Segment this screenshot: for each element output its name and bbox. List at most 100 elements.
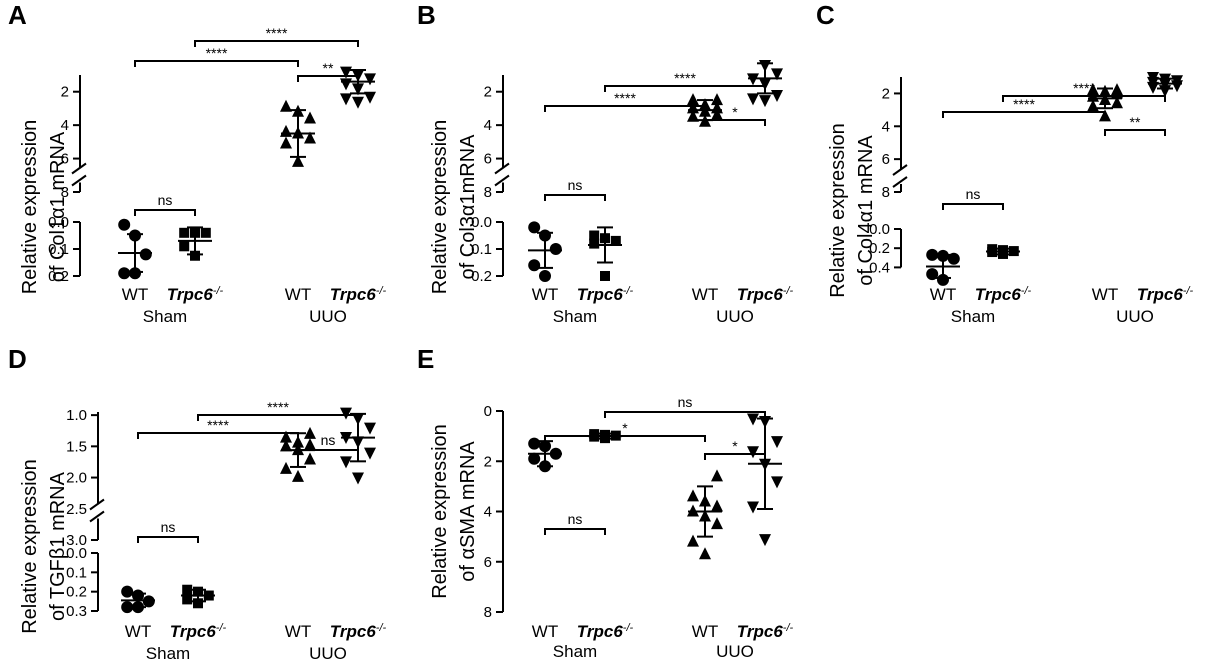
y-tick-label: 0.2 bbox=[869, 240, 890, 257]
y-tick-label: 6 bbox=[882, 151, 890, 168]
data-point bbox=[687, 109, 699, 122]
data-point bbox=[182, 584, 193, 595]
significance-label: ** bbox=[323, 60, 334, 76]
significance-label: **** bbox=[267, 399, 289, 415]
axis-break-gap bbox=[72, 168, 88, 183]
axis-break-mark bbox=[71, 174, 87, 187]
significance-label: ns bbox=[158, 192, 173, 208]
data-point bbox=[139, 248, 152, 261]
axis-break-gap bbox=[90, 504, 106, 519]
y-tick-label: 1.0 bbox=[66, 407, 87, 424]
x-category-label: Trpc6-/- bbox=[737, 622, 794, 641]
data-point bbox=[687, 534, 699, 547]
y-tick-label: 0.0 bbox=[869, 221, 890, 238]
data-point bbox=[687, 489, 699, 502]
data-point bbox=[182, 594, 193, 605]
data-point bbox=[121, 601, 134, 614]
data-point bbox=[304, 111, 316, 124]
y-tick-label: 4 bbox=[484, 504, 492, 521]
significance-bracket bbox=[297, 449, 359, 456]
y-tick-label: 0.2 bbox=[48, 268, 69, 285]
x-category-label: WT bbox=[285, 622, 311, 641]
y-tick-label: 0.0 bbox=[66, 545, 87, 562]
data-point bbox=[600, 271, 610, 281]
y-axis-title-line2: of TGFβ1 mRNA bbox=[47, 471, 69, 621]
data-point bbox=[364, 73, 376, 86]
significance-bracket bbox=[704, 453, 766, 460]
data-point bbox=[610, 235, 621, 246]
x-group-label: UUO bbox=[1116, 307, 1154, 326]
y-tick-label: 2 bbox=[484, 453, 492, 470]
x-group-label: UUO bbox=[309, 307, 347, 326]
x-group-label: Sham bbox=[553, 307, 597, 326]
significance-label: **** bbox=[674, 70, 696, 86]
significance-label: **** bbox=[206, 45, 228, 61]
significance-label: **** bbox=[614, 90, 636, 106]
data-point bbox=[747, 93, 759, 106]
data-point bbox=[304, 131, 316, 144]
y-tick-label: 2 bbox=[61, 84, 69, 101]
y-tick-label: 0.0 bbox=[471, 214, 492, 231]
significance-bracket bbox=[1002, 95, 1166, 102]
x-group-label: Sham bbox=[951, 307, 995, 326]
y-tick-label: 8 bbox=[882, 184, 890, 201]
y-tick-label: 4 bbox=[484, 117, 492, 134]
x-category-label: Trpc6-/- bbox=[330, 622, 387, 641]
axis-break-mark bbox=[89, 498, 105, 511]
data-point bbox=[280, 439, 292, 452]
x-category-label: WT bbox=[122, 285, 148, 304]
data-point bbox=[747, 413, 759, 426]
data-point bbox=[340, 66, 352, 79]
y-axis-title-line1: Relative expression bbox=[429, 424, 451, 599]
data-point bbox=[528, 452, 541, 465]
significance-bracket bbox=[942, 203, 1004, 210]
y-tick-label: 3.0 bbox=[66, 532, 87, 549]
data-point bbox=[1087, 99, 1099, 112]
y-tick-label: 0.1 bbox=[471, 241, 492, 258]
data-point bbox=[292, 154, 304, 167]
data-point bbox=[304, 452, 316, 465]
data-point bbox=[987, 244, 998, 255]
significance-label: ** bbox=[1130, 114, 1141, 130]
panel-letter: C bbox=[816, 0, 835, 30]
x-category-label: Trpc6-/- bbox=[170, 622, 227, 641]
y-tick-label: 2 bbox=[882, 85, 890, 102]
significance-bracket bbox=[604, 411, 766, 418]
data-point bbox=[589, 230, 600, 241]
panel-letter: A bbox=[8, 0, 27, 30]
x-category-label: Trpc6-/- bbox=[167, 285, 224, 304]
data-point bbox=[280, 124, 292, 137]
x-category-label: Trpc6-/- bbox=[1137, 285, 1194, 304]
data-point bbox=[771, 68, 783, 81]
y-tick-label: 2.5 bbox=[66, 501, 87, 518]
y-axis-title-line2: of Col4α1 mRNA bbox=[855, 135, 877, 286]
data-point bbox=[747, 446, 759, 459]
y-tick-label: 0.4 bbox=[869, 259, 890, 276]
data-point bbox=[711, 93, 723, 106]
axis-break-mark bbox=[892, 176, 908, 188]
data-point bbox=[200, 227, 211, 238]
data-point bbox=[711, 517, 723, 530]
y-tick-label: 0.0 bbox=[48, 214, 69, 231]
significance-label: **** bbox=[266, 25, 288, 41]
significance-bracket bbox=[704, 119, 766, 126]
data-point bbox=[352, 96, 364, 109]
significance-label: ns bbox=[966, 186, 981, 202]
significance-label: ns bbox=[568, 177, 583, 193]
x-group-label: Sham bbox=[553, 642, 597, 661]
data-point bbox=[352, 472, 364, 485]
significance-label: ns bbox=[161, 519, 176, 535]
y-tick-label: 0.2 bbox=[66, 584, 87, 601]
data-point bbox=[280, 136, 292, 149]
y-tick-label: 0.3 bbox=[66, 603, 87, 620]
data-point bbox=[340, 456, 352, 469]
data-point bbox=[711, 499, 723, 512]
significance-label: **** bbox=[1073, 80, 1095, 96]
significance-bracket bbox=[604, 85, 766, 92]
data-point bbox=[528, 221, 541, 234]
significance-bracket bbox=[544, 435, 706, 442]
y-tick-label: 1.5 bbox=[66, 438, 87, 455]
axis-break-mark bbox=[892, 164, 908, 176]
axis-break-gap bbox=[893, 170, 909, 184]
